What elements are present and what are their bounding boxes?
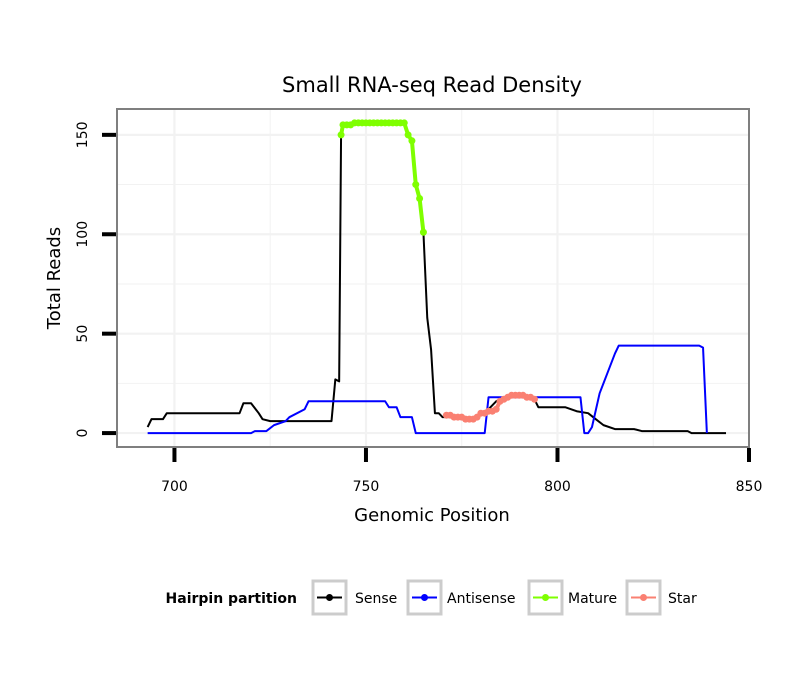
chart-title: Small RNA-seq Read Density xyxy=(282,73,582,97)
legend-label: Mature xyxy=(568,591,617,607)
y-tick-label: 150 xyxy=(75,121,91,148)
data-point-star xyxy=(531,395,538,403)
y-tick-label: 50 xyxy=(75,325,91,343)
series-line-sense xyxy=(146,119,727,435)
legend-label: Antisense xyxy=(447,591,516,607)
legend: Hairpin partition Sense Antisense Mature St… xyxy=(166,579,697,616)
grid-lines xyxy=(118,110,748,446)
series-line-antisense xyxy=(147,344,708,435)
data-point-mature xyxy=(419,228,427,236)
legend-item-sense: Sense xyxy=(311,579,397,616)
legend-key-point xyxy=(326,594,333,601)
series-layer xyxy=(146,119,727,435)
x-tick-label: 850 xyxy=(736,479,763,495)
legend-key-point xyxy=(640,594,647,601)
x-tick-label: 750 xyxy=(353,479,380,495)
data-point-mature xyxy=(416,194,424,202)
legend-item-star: Star xyxy=(625,579,697,616)
data-point-mature xyxy=(408,137,416,145)
legend-item-mature: Mature xyxy=(527,579,617,616)
x-axis-label: Genomic Position xyxy=(354,505,510,526)
x-axis: 700 750 800 850 xyxy=(161,448,762,495)
y-axis-label: Total Reads xyxy=(44,227,65,330)
legend-key-point xyxy=(542,594,549,601)
series-antisense xyxy=(147,344,708,435)
legend-label: Sense xyxy=(355,591,397,607)
data-point-mature xyxy=(412,181,420,189)
data-point-star xyxy=(492,405,500,413)
x-tick-label: 800 xyxy=(544,479,571,495)
data-point-mature xyxy=(404,131,412,139)
series-star xyxy=(442,391,538,423)
series-mature xyxy=(337,119,427,236)
legend-label: Star xyxy=(668,591,697,607)
legend-item-antisense: Antisense xyxy=(406,579,516,616)
data-point-mature xyxy=(400,119,408,127)
x-tick-label: 700 xyxy=(161,479,188,495)
legend-title: Hairpin partition xyxy=(166,591,297,607)
series-sense xyxy=(146,119,727,435)
y-axis: 0 50 100 150 xyxy=(75,121,116,438)
legend-key-point xyxy=(421,594,428,601)
y-tick-label: 100 xyxy=(75,221,91,248)
y-tick-label: 0 xyxy=(75,429,91,438)
data-point-mature xyxy=(337,131,345,139)
